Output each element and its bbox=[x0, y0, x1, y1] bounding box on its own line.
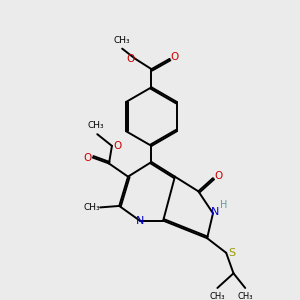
Text: CH₃: CH₃ bbox=[210, 292, 225, 300]
Text: S: S bbox=[229, 248, 236, 258]
Text: O: O bbox=[114, 141, 122, 151]
Text: O: O bbox=[126, 54, 134, 64]
Text: CH₃: CH₃ bbox=[238, 292, 253, 300]
Text: H: H bbox=[220, 200, 227, 210]
Text: O: O bbox=[170, 52, 179, 62]
Text: N: N bbox=[211, 207, 219, 217]
Text: O: O bbox=[83, 153, 92, 163]
Text: CH₃: CH₃ bbox=[114, 36, 130, 45]
Text: CH₃: CH₃ bbox=[83, 203, 100, 212]
Text: CH₃: CH₃ bbox=[88, 122, 104, 130]
Text: O: O bbox=[214, 171, 222, 181]
Text: N: N bbox=[136, 216, 144, 226]
